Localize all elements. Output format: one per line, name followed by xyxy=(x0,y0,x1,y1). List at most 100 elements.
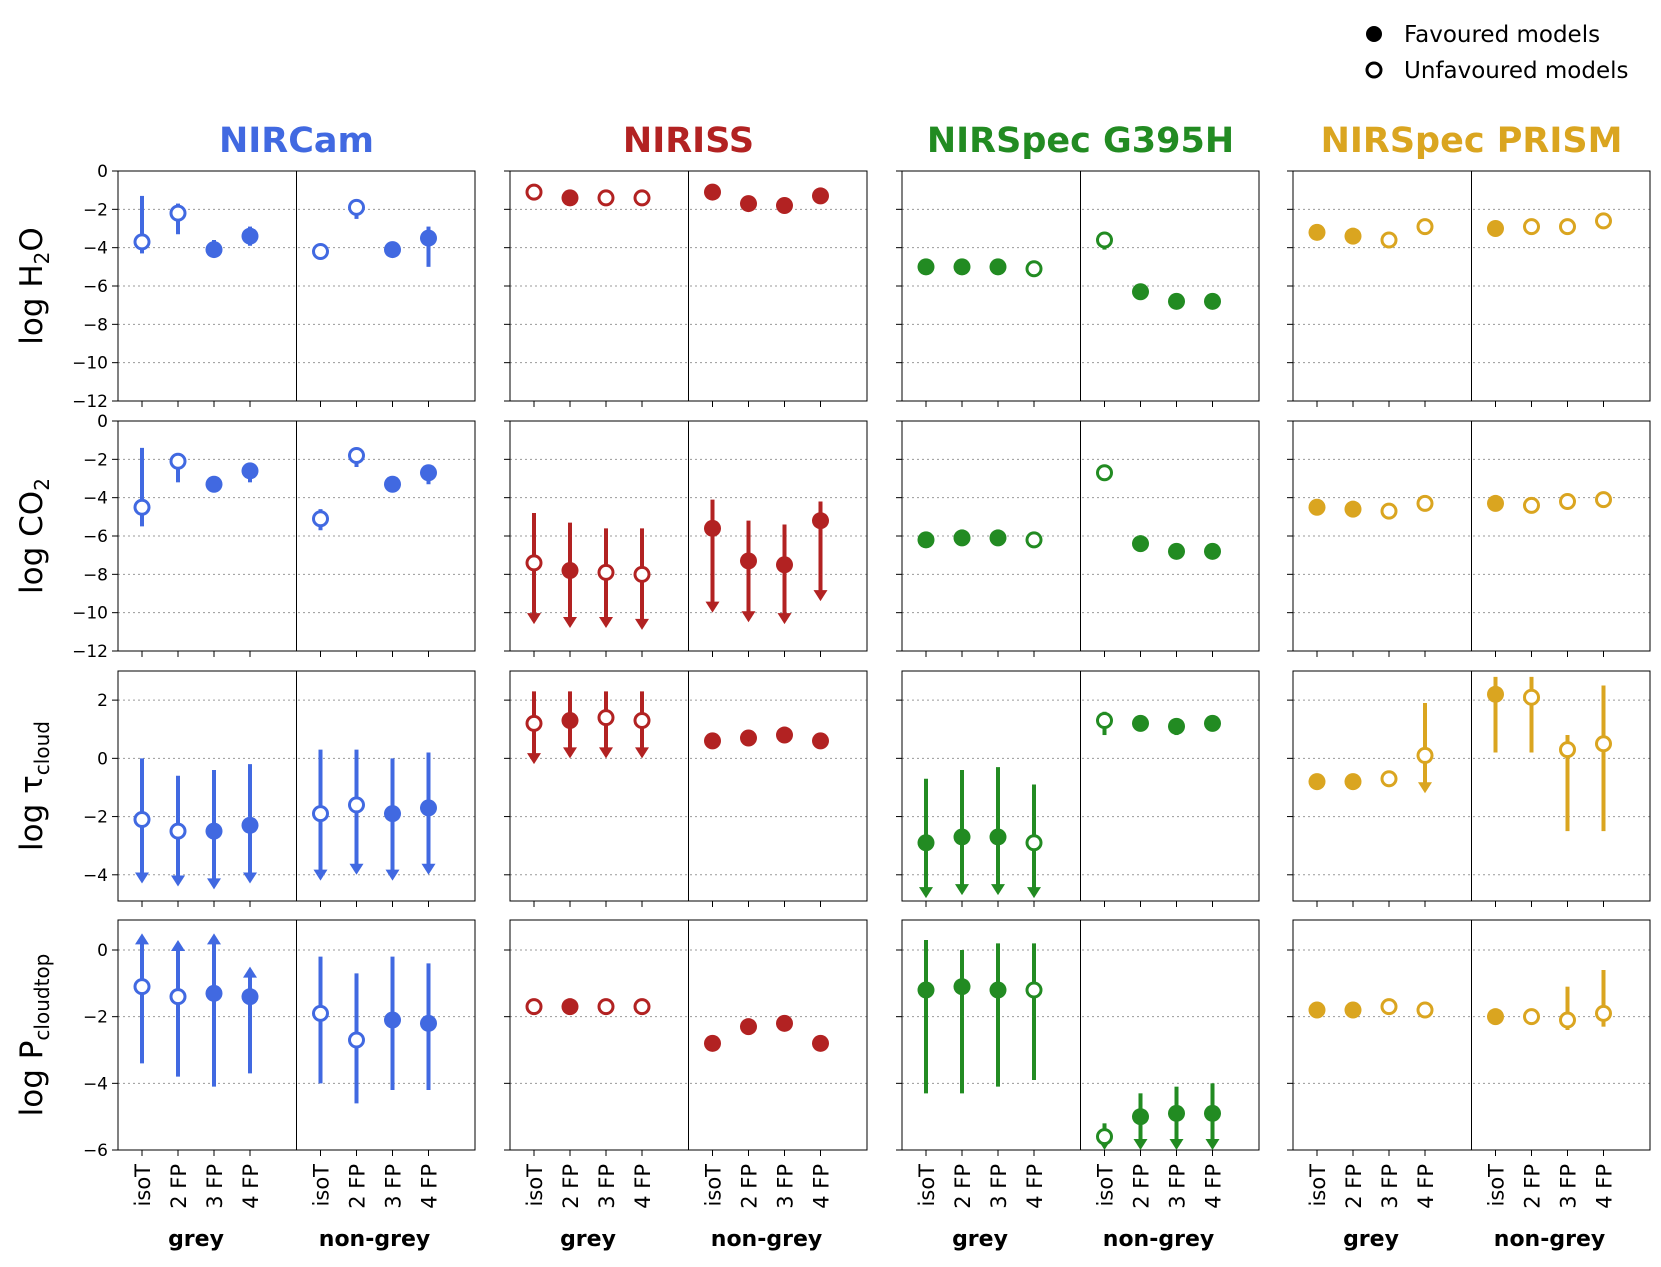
legend-marker-favoured xyxy=(1366,26,1382,42)
data-point-isot-non-grey xyxy=(1096,1123,1113,1150)
data-point-3-fp-grey xyxy=(597,189,615,207)
data-point-2-fp-grey xyxy=(1344,773,1362,791)
marker-favoured xyxy=(953,258,971,276)
marker-unfavoured xyxy=(169,204,187,222)
data-point-2-fp-grey xyxy=(953,950,971,1094)
marker-unfavoured xyxy=(1025,531,1043,549)
data-point-3-fp-non-grey xyxy=(384,475,401,493)
marker-favoured xyxy=(205,241,223,259)
ylabel-tau-cloud: log τcloud xyxy=(14,721,54,851)
marker-favoured xyxy=(740,1018,757,1036)
marker-unfavoured xyxy=(1025,981,1043,999)
data-point-2-fp-grey xyxy=(561,691,579,759)
marker-favoured xyxy=(740,729,757,747)
data-point-3-fp-non-grey xyxy=(776,1014,793,1032)
upper-limit-arrow xyxy=(741,611,756,623)
marker-favoured xyxy=(704,519,721,537)
marker-unfavoured xyxy=(312,805,329,823)
data-point-isot-grey xyxy=(525,513,543,625)
marker-unfavoured xyxy=(1523,218,1540,236)
marker-favoured xyxy=(241,816,259,834)
group-label-grey: grey xyxy=(560,1227,616,1252)
data-point-3-fp-non-grey xyxy=(1168,717,1185,736)
marker-favoured xyxy=(812,187,829,205)
data-point-2-fp-non-grey xyxy=(348,749,365,875)
data-point-2-fp-non-grey xyxy=(1132,535,1149,553)
ylabel-subscript: 2 xyxy=(30,478,54,491)
marker-favoured xyxy=(776,197,793,214)
upper-limit-arrow xyxy=(1205,1139,1220,1150)
upper-limit-arrow xyxy=(171,875,185,887)
marker-favoured xyxy=(1308,1001,1326,1019)
marker-favoured xyxy=(776,726,793,744)
ylabel-subscript: cloud xyxy=(30,721,54,775)
ylabel-subscript: 2 xyxy=(30,252,54,265)
data-point-3-fp-non-grey xyxy=(1559,218,1576,236)
data-point-4-fp-non-grey xyxy=(812,732,829,750)
marker-favoured xyxy=(384,805,401,823)
marker-favoured xyxy=(812,512,829,530)
marker-unfavoured xyxy=(348,447,365,464)
y-tick-label: −4 xyxy=(83,866,108,886)
group-label-grey: grey xyxy=(168,1227,224,1252)
data-point-4-fp-grey xyxy=(1416,218,1434,236)
data-point-4-fp-grey xyxy=(241,966,259,1074)
panel-h2o-nirspec-g395h xyxy=(896,170,1260,407)
data-point-2-fp-grey xyxy=(953,258,971,276)
x-tick-label-isot: isoT xyxy=(523,1164,547,1207)
marker-favoured xyxy=(1132,714,1149,732)
marker-unfavoured xyxy=(1595,212,1612,230)
data-point-2-fp-grey xyxy=(169,775,187,887)
group-label-grey: grey xyxy=(952,1227,1008,1252)
upper-limit-arrow xyxy=(421,863,436,875)
data-point-4-fp-grey xyxy=(1416,494,1434,512)
marker-favoured xyxy=(1168,542,1185,560)
marker-favoured xyxy=(420,1014,437,1032)
marker-favoured xyxy=(704,183,721,201)
upper-limit-arrow xyxy=(135,872,149,884)
y-tick-label: 0 xyxy=(97,412,108,432)
data-point-isot-grey xyxy=(917,531,935,549)
panel-h2o-nirspec-prism xyxy=(1287,170,1651,407)
data-point-4-fp-non-grey xyxy=(812,501,829,602)
x-tick-label-isot: isoT xyxy=(702,1164,726,1207)
x-tick-label-3-fp: 3 FP xyxy=(987,1164,1011,1209)
upper-limit-arrow xyxy=(385,869,400,881)
marker-favoured xyxy=(1487,494,1504,512)
marker-unfavoured xyxy=(1523,1008,1540,1026)
data-point-4-fp-non-grey xyxy=(1204,1083,1221,1150)
data-point-3-fp-non-grey xyxy=(384,956,401,1090)
marker-favoured xyxy=(420,799,437,817)
marker-favoured xyxy=(1344,773,1362,791)
data-point-2-fp-grey xyxy=(169,203,187,235)
data-point-2-fp-non-grey xyxy=(1132,1093,1149,1150)
data-point-isot-grey xyxy=(133,933,151,1064)
legend: Favoured models Unfavoured models xyxy=(1365,22,1628,84)
data-point-isot-non-grey xyxy=(312,749,329,881)
marker-favoured xyxy=(1308,498,1326,516)
x-tick-label-4-fp: 4 FP xyxy=(1593,1164,1617,1209)
data-point-2-fp-grey xyxy=(1344,500,1362,518)
x-tick-label-4-fp: 4 FP xyxy=(239,1164,263,1209)
marker-favoured xyxy=(205,822,223,840)
data-point-isot-non-grey xyxy=(1096,464,1113,482)
data-point-4-fp-non-grey xyxy=(1204,542,1221,560)
data-point-3-fp-non-grey xyxy=(1168,1086,1185,1150)
data-point-isot-grey xyxy=(133,195,151,254)
marker-favoured xyxy=(917,258,935,276)
marker-unfavoured xyxy=(348,796,365,814)
legend-marker-unfavoured xyxy=(1365,61,1383,79)
data-point-2-fp-non-grey xyxy=(740,729,757,747)
marker-unfavoured xyxy=(1559,1011,1576,1029)
y-tick-label: −6 xyxy=(83,1141,108,1161)
upper-limit-arrow xyxy=(527,753,541,765)
data-point-2-fp-grey xyxy=(1344,1001,1362,1019)
data-point-2-fp-non-grey xyxy=(740,1018,757,1036)
marker-unfavoured xyxy=(312,1004,329,1022)
marker-unfavoured xyxy=(525,714,543,732)
data-point-isot-non-grey xyxy=(704,183,721,201)
ylabel-co2: log CO2 xyxy=(14,478,54,594)
panels: NIRCam NIRISS NIRSpec G395H NIRSpec PRISM lo… xyxy=(14,121,1651,1252)
group-label-grey: grey xyxy=(1343,1227,1399,1252)
